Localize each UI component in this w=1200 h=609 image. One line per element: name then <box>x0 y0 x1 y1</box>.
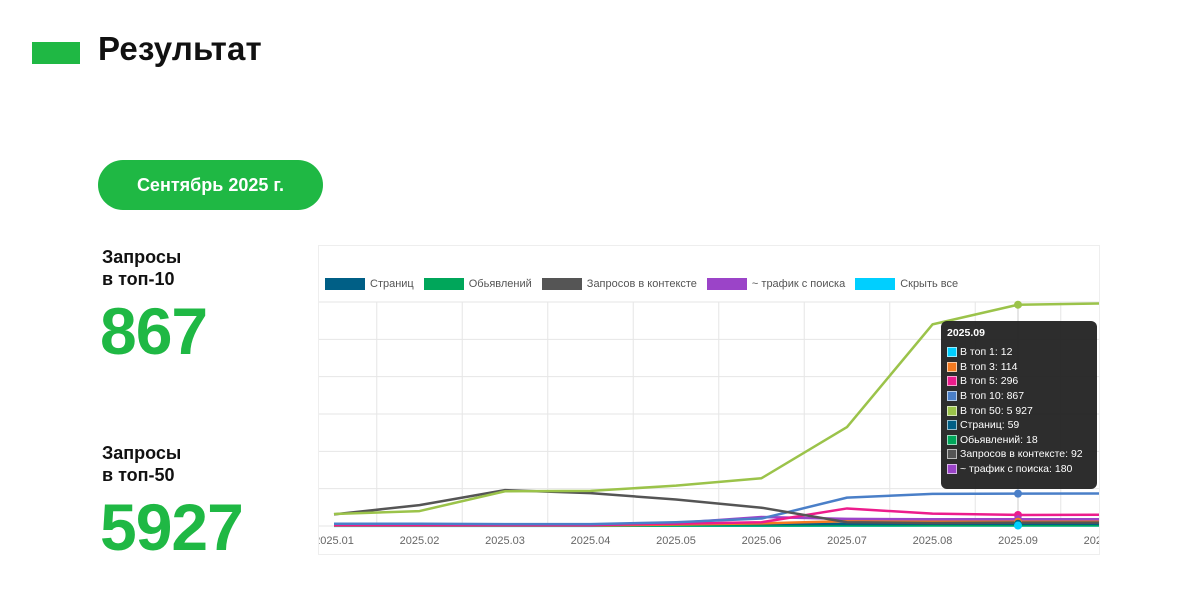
series-line <box>333 302 1099 516</box>
chart-legend: Страниц Обьявлений Запросов в контексте … <box>325 278 968 290</box>
tooltip-row: В топ 3: 114 <box>947 360 1091 375</box>
tooltip-swatch <box>947 405 957 416</box>
kpi-top10-label-line2: в топ-10 <box>102 269 175 289</box>
kpi-top10-label: Запросы в топ-10 <box>102 246 181 290</box>
legend-swatch <box>541 278 582 290</box>
legend-swatch <box>423 278 464 290</box>
tooltip-swatch <box>947 391 957 402</box>
x-tick-label: 2025.10 <box>1084 535 1100 547</box>
tooltip-text: ~ трафик с поиска: 180 <box>960 463 1073 476</box>
tooltip-swatch <box>947 347 957 358</box>
tooltip-text: В топ 5: 296 <box>960 375 1019 388</box>
tooltip-row: Страниц: 59 <box>947 418 1091 433</box>
chart-tooltip: 2025.09 В топ 1: 12 В топ 3: 114 В топ 5… <box>941 321 1097 489</box>
title-accent-bar <box>32 42 80 64</box>
tooltip-row: Запросов в контексте: 92 <box>947 447 1091 462</box>
x-tick-label: 2025.07 <box>827 535 867 547</box>
legend-item-context-queries[interactable]: Запросов в контексте <box>541 278 697 290</box>
legend-item-hide-all[interactable]: Скрыть все <box>855 278 958 290</box>
x-tick-label: 2025.03 <box>485 535 525 547</box>
chart-x-ticks: 2025.01 2025.02 2025.03 2025.04 2025.05 2025.… <box>319 535 1100 547</box>
legend-item-search-traffic[interactable]: ~ трафик с поиска <box>706 278 846 290</box>
legend-label: Страниц <box>370 278 414 290</box>
legend-label: Обьявлений <box>468 278 532 290</box>
data-point[interactable] <box>1014 521 1022 530</box>
data-point[interactable] <box>1014 489 1022 498</box>
x-tick-label: 2025.08 <box>913 535 953 547</box>
kpi-top10-value: 867 <box>100 294 208 368</box>
legend-swatch <box>706 278 747 290</box>
series-line <box>333 488 1099 525</box>
kpi-top50-label: Запросы в топ-50 <box>102 442 181 486</box>
tooltip-title: 2025.09 <box>947 327 985 339</box>
tooltip-row: ~ трафик с поиска: 180 <box>947 462 1091 477</box>
data-point[interactable] <box>1014 300 1022 309</box>
kpi-top50-value: 5927 <box>100 490 244 564</box>
chart-grid <box>319 301 1099 527</box>
x-tick-label: 2025.05 <box>656 535 696 547</box>
series-line <box>334 492 1099 526</box>
tooltip-swatch <box>947 434 957 445</box>
legend-label: ~ трафик с поиска <box>751 278 846 290</box>
tooltip-swatch <box>947 449 957 460</box>
kpi-top50-label-line1: Запросы <box>102 443 182 463</box>
tooltip-row: Обьявлений: 18 <box>947 433 1091 448</box>
legend-swatch <box>855 278 896 290</box>
legend-swatch <box>325 278 365 290</box>
tooltip-text: В топ 10: 867 <box>960 390 1025 403</box>
legend-item-ads[interactable]: Обьявлений <box>423 278 532 290</box>
tooltip-text: Страниц: 59 <box>960 419 1020 432</box>
chart-series <box>333 302 1099 528</box>
tooltip-text: В топ 1: 12 <box>960 346 1013 359</box>
tooltip-row: В топ 5: 296 <box>947 374 1091 389</box>
tooltip-row: В топ 50: 5 927 <box>947 403 1091 418</box>
tooltip-text: Запросов в контексте: 92 <box>960 448 1083 461</box>
legend-label: Запросов в контексте <box>586 278 697 290</box>
tooltip-text: В топ 50: 5 927 <box>960 404 1033 417</box>
tooltip-row: В топ 10: 867 <box>947 389 1091 404</box>
kpi-top50-label-line2: в топ-50 <box>102 465 175 485</box>
tooltip-text: Обьявлений: 18 <box>960 433 1038 446</box>
x-tick-label: 2025.09 <box>998 535 1038 547</box>
chart-canvas: 2025.01 2025.02 2025.03 2025.04 2025.05 2025.… <box>319 300 1100 547</box>
tooltip-swatch <box>947 464 957 475</box>
page-title: Результат <box>98 30 262 67</box>
tooltip-swatch <box>947 420 957 431</box>
x-tick-label: 2025.01 <box>319 535 354 547</box>
tooltip-row: В топ 1: 12 <box>947 345 1091 360</box>
period-badge: Сентябрь 2025 г. <box>98 160 323 210</box>
x-tick-label: 2025.02 <box>400 535 440 547</box>
x-tick-label: 2025.06 <box>742 535 782 547</box>
legend-label: Скрыть все <box>900 278 959 290</box>
tooltip-text: В топ 3: 114 <box>960 360 1018 373</box>
legend-item-pages[interactable]: Страниц <box>325 278 414 290</box>
positions-chart: 2025.01 2025.02 2025.03 2025.04 2025.05 2025.… <box>318 245 1100 555</box>
x-tick-label: 2025.04 <box>571 535 611 547</box>
tooltip-swatch <box>947 376 957 387</box>
tooltip-swatch <box>947 361 957 372</box>
kpi-top10-label-line1: Запросы <box>102 247 182 267</box>
